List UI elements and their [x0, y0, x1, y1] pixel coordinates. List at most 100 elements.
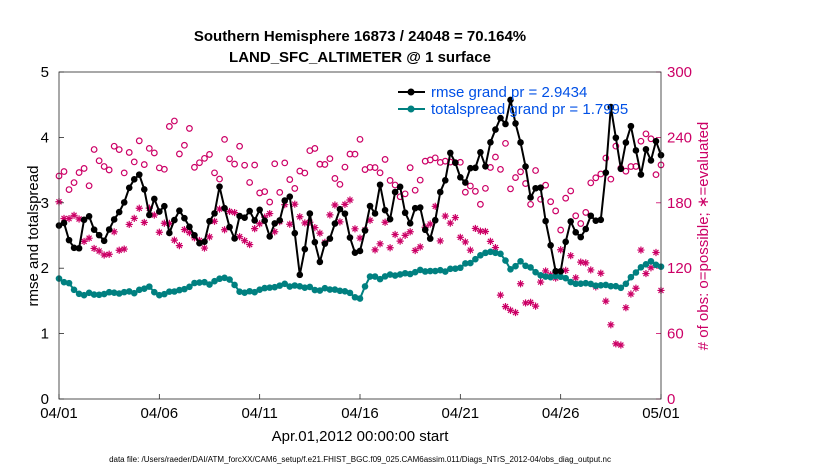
legend-rmse-label: rmse grand pr = 2.9434 — [431, 84, 587, 101]
rmse-point — [612, 134, 620, 142]
totalspread-point — [75, 290, 83, 298]
evaluated-obs-marker — [170, 236, 178, 244]
rmse-point — [161, 202, 168, 210]
rmse-point — [617, 165, 625, 173]
evaluated-obs-marker — [456, 233, 464, 241]
left-tick-label: 1 — [41, 326, 49, 343]
rmse-point — [211, 210, 218, 217]
evaluated-obs-marker — [501, 303, 510, 311]
possible-obs-marker — [135, 137, 143, 145]
totalspread-point — [542, 273, 549, 280]
totalspread-point — [381, 273, 389, 280]
evaluated-obs-marker — [602, 297, 610, 305]
totalspread-point — [286, 283, 294, 290]
evaluated-obs-marker — [572, 274, 580, 282]
totalspread-point — [441, 268, 449, 275]
totalspread-point — [552, 272, 559, 280]
evaluated-obs-marker — [205, 233, 214, 241]
evaluated-obs-marker — [612, 340, 620, 348]
rmse-point — [281, 197, 289, 204]
totalspread-point — [376, 275, 384, 283]
totalspread-point — [597, 281, 605, 289]
evaluated-obs-marker — [491, 243, 500, 252]
evaluated-obs-marker — [366, 216, 374, 224]
x-tick-label: 05/01 — [642, 405, 680, 422]
evaluated-obs-marker — [632, 284, 640, 292]
rmse-point — [517, 139, 524, 146]
totalspread-point — [452, 265, 459, 272]
possible-obs-marker — [386, 177, 394, 184]
possible-obs-marker — [532, 167, 539, 174]
evaluated-obs-marker — [526, 298, 535, 306]
possible-obs-marker — [351, 150, 359, 158]
evaluated-obs-marker — [336, 218, 344, 226]
rmse-point — [151, 195, 158, 203]
totalspread-point — [497, 250, 504, 258]
rmse-point — [371, 210, 379, 217]
totalspread-point — [296, 282, 304, 290]
y2-axis-label: # of obs: o=possible; ∗=evaluated — [695, 122, 712, 351]
rmse-point — [567, 218, 574, 225]
rmse-point — [231, 235, 238, 242]
evaluated-obs-marker — [230, 208, 239, 217]
rmse-point — [266, 233, 274, 240]
possible-obs-marker — [652, 171, 660, 179]
rmse-point — [146, 211, 153, 219]
possible-obs-marker — [497, 165, 504, 173]
evaluated-obs-marker — [607, 321, 615, 329]
rmse-point — [396, 183, 404, 191]
rmse-point — [140, 186, 148, 193]
evaluated-obs-marker — [441, 212, 449, 220]
evaluated-obs-marker — [75, 215, 83, 223]
possible-obs-marker — [216, 175, 223, 183]
possible-obs-marker — [461, 188, 469, 196]
evaluated-obs-marker — [577, 258, 585, 266]
evaluated-obs-marker — [256, 220, 264, 228]
rmse-point — [582, 225, 590, 233]
possible-obs-marker — [466, 182, 474, 190]
rmse-point — [171, 216, 178, 224]
possible-obs-markers — [55, 117, 665, 234]
rmse-point — [241, 214, 248, 221]
evaluated-obs-marker — [291, 200, 299, 208]
totalspread-point — [582, 279, 590, 287]
rmse-point — [381, 206, 389, 214]
rmse-point — [547, 241, 554, 249]
totalspread-point — [557, 273, 564, 281]
possible-obs-marker — [196, 159, 203, 167]
possible-obs-marker — [537, 195, 544, 203]
rmse-point — [120, 199, 128, 206]
totalspread-point — [166, 288, 173, 295]
rmse-point — [487, 139, 494, 146]
totalspread-point — [236, 288, 243, 295]
right-tick-label: 300 — [667, 64, 692, 81]
rmse-point — [592, 217, 600, 225]
totalspread-point — [351, 293, 359, 301]
totalspread-series — [55, 248, 665, 302]
right-tick-label: 240 — [667, 129, 692, 146]
rmse-series — [55, 96, 665, 279]
left-tick-label: 5 — [41, 64, 49, 81]
rmse-point — [186, 223, 193, 231]
totalspread-point — [642, 261, 650, 268]
evaluated-obs-marker — [210, 217, 219, 225]
totalspread-point — [356, 295, 364, 302]
rmse-point — [391, 188, 399, 196]
evaluated-obs-marker — [542, 267, 550, 275]
possible-obs-marker — [567, 187, 575, 195]
possible-obs-marker — [507, 185, 514, 193]
possible-obs-marker — [336, 180, 344, 188]
x-tick-label: 04/01 — [40, 405, 78, 422]
possible-obs-marker — [637, 137, 645, 145]
y-axis-label: rmse and totalspread — [25, 166, 42, 307]
possible-obs-marker — [125, 149, 133, 156]
totalspread-point — [411, 268, 419, 276]
evaluated-obs-marker — [471, 224, 479, 233]
possible-obs-marker — [587, 179, 595, 187]
rmse-point — [110, 216, 118, 223]
totalspread-point — [105, 288, 113, 296]
evaluated-obs-marker — [200, 244, 209, 252]
evaluated-obs-marker — [105, 250, 113, 258]
possible-obs-marker — [416, 176, 424, 184]
